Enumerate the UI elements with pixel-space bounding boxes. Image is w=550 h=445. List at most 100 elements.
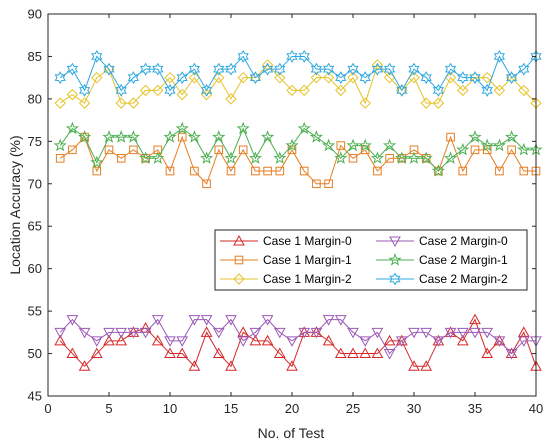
data-point	[54, 71, 66, 85]
data-point	[176, 88, 188, 101]
data-point	[90, 336, 103, 347]
data-point	[420, 97, 432, 109]
data-point	[248, 151, 262, 164]
legend-item: Case 2 Margin-0	[376, 234, 508, 248]
data-point	[297, 121, 311, 135]
data-point	[139, 84, 152, 97]
legend-marker	[389, 236, 401, 248]
data-point	[129, 145, 138, 155]
data-point	[408, 62, 420, 76]
data-point	[517, 142, 531, 156]
data-point	[226, 166, 236, 176]
data-point	[78, 360, 91, 371]
data-point	[420, 71, 432, 85]
data-point	[139, 327, 152, 339]
data-point	[324, 179, 333, 189]
data-point	[249, 334, 262, 346]
legend-marker	[233, 234, 245, 246]
series-5	[53, 121, 543, 177]
x-tick-label: 5	[105, 401, 112, 416]
data-point	[383, 334, 396, 346]
data-point	[347, 62, 359, 76]
x-axis-label: No. of Test	[258, 425, 325, 441]
data-point	[431, 164, 445, 177]
data-point	[237, 336, 250, 347]
data-point	[444, 327, 457, 339]
data-point	[346, 138, 360, 152]
data-point	[104, 145, 114, 155]
data-point	[493, 49, 506, 63]
series-layer	[53, 49, 543, 371]
data-point	[347, 347, 359, 359]
data-point	[444, 62, 457, 76]
data-point	[458, 166, 468, 176]
data-point	[90, 347, 103, 359]
data-point	[54, 97, 66, 109]
legend: Case 1 Margin-0 Case 2 Margin-0 Case 1 Mar…	[214, 229, 528, 291]
data-point	[468, 130, 482, 143]
data-point	[359, 71, 371, 85]
data-point	[91, 71, 103, 84]
series-line	[59, 318, 537, 368]
data-point	[408, 327, 420, 339]
data-point	[446, 132, 455, 142]
data-point	[213, 71, 225, 84]
data-point	[310, 62, 323, 76]
y-tick-label: 60	[28, 261, 42, 276]
data-point	[335, 84, 347, 97]
series-line	[59, 55, 537, 92]
data-point	[273, 151, 287, 164]
data-point	[103, 334, 115, 346]
data-point	[212, 347, 225, 359]
data-point	[249, 327, 262, 339]
data-point	[383, 138, 397, 152]
data-point	[261, 334, 274, 346]
x-tick-label: 20	[285, 401, 299, 416]
y-tick-label: 90	[28, 7, 42, 22]
data-point	[310, 327, 323, 339]
data-point	[299, 166, 309, 176]
data-point	[358, 138, 372, 152]
data-point	[188, 360, 201, 371]
data-point	[518, 62, 530, 76]
data-point	[518, 84, 530, 97]
data-point	[336, 141, 346, 150]
legend-label: Case 2 Margin-2	[419, 272, 508, 286]
data-point	[188, 315, 201, 326]
data-point	[310, 71, 323, 84]
data-point	[420, 360, 433, 371]
data-point	[444, 71, 457, 84]
y-tick-label: 55	[28, 304, 42, 319]
data-point	[237, 71, 249, 84]
data-point	[175, 121, 189, 135]
data-point	[322, 71, 335, 84]
data-point	[469, 71, 481, 85]
data-point	[139, 151, 153, 164]
y-tick-label: 65	[28, 219, 42, 234]
data-point	[322, 62, 335, 76]
data-point	[322, 138, 336, 152]
data-point	[164, 71, 176, 84]
data-point	[212, 130, 226, 143]
data-point	[202, 179, 211, 189]
data-point	[263, 166, 272, 176]
data-point	[261, 315, 274, 326]
data-point	[370, 151, 384, 164]
series-line	[59, 318, 536, 355]
legend-marker	[389, 272, 401, 286]
data-point	[298, 49, 310, 63]
data-point	[371, 59, 384, 71]
series-1	[54, 313, 542, 371]
data-point	[469, 313, 481, 325]
data-point	[261, 62, 274, 76]
data-point	[237, 49, 249, 63]
data-point	[249, 71, 262, 85]
data-point	[102, 130, 116, 143]
data-point	[322, 315, 335, 326]
series-3	[54, 59, 542, 109]
data-point	[90, 155, 104, 169]
data-point	[457, 84, 469, 97]
data-point	[395, 336, 408, 347]
legend-label: Case 1 Margin-0	[263, 234, 352, 248]
legend-item: Case 1 Margin-1	[220, 253, 352, 267]
